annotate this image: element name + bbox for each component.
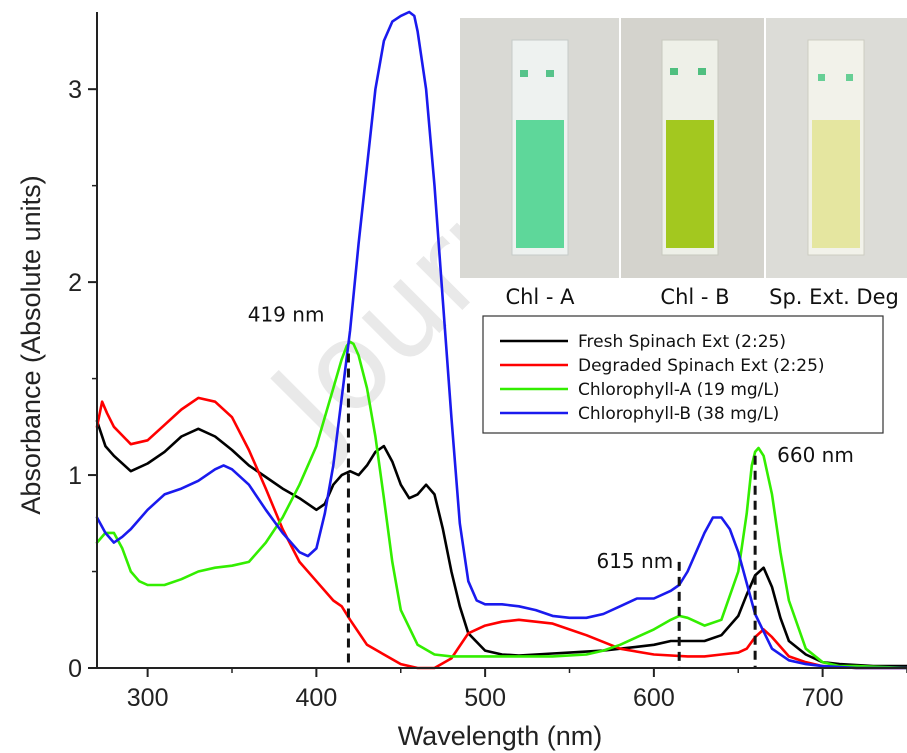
inset-photos: Chl - A Chl - B Sp. Ext. Deg — [460, 18, 907, 309]
legend-label-fresh: Fresh Spinach Ext (2:25) — [578, 332, 786, 352]
y-tick-label: 2 — [68, 269, 82, 297]
series-line-1 — [95, 419, 907, 668]
legend-label-degraded: Degraded Spinach Ext (2:25) — [578, 356, 825, 376]
y-ticks: 0 1 2 3 — [68, 76, 97, 683]
cuvette-chl-b — [661, 39, 719, 256]
y-tick-label: 0 — [68, 655, 82, 683]
annotation-label-3: 660 nm — [777, 443, 854, 467]
x-tick-label: 600 — [633, 684, 675, 712]
inset-caption-chl-a: Chl - A — [505, 285, 575, 309]
y-tick-label: 1 — [68, 462, 82, 490]
cuvette-chl-a — [511, 39, 569, 256]
annotation-label-2: 615 nm — [596, 549, 673, 573]
x-axis-title: Wavelength (nm) — [398, 721, 603, 751]
x-tick-label: 500 — [464, 684, 506, 712]
x-tick-label: 300 — [127, 684, 169, 712]
x-tick-label: 700 — [802, 684, 844, 712]
y-tick-label: 3 — [68, 76, 82, 104]
cuvette-sp-ext-deg — [807, 39, 865, 256]
annotation-label-1: 419 nm — [248, 303, 325, 327]
legend: Fresh Spinach Ext (2:25) Degraded Spinac… — [482, 315, 884, 434]
inset-caption-sp-ext-deg: Sp. Ext. Deg — [769, 285, 899, 309]
legend-label-chl-b: Chlorophyll-B (38 mg/L) — [578, 404, 779, 424]
series-line-3 — [95, 340, 907, 670]
legend-label-chl-a: Chlorophyll-A (19 mg/L) — [578, 380, 780, 400]
x-tick-label: 400 — [296, 684, 338, 712]
series-line-4 — [95, 10, 907, 670]
annotation-layer: 419 nm 615 nm 660 nm — [248, 303, 854, 668]
y-axis-title: Absorbance (Absolute units) — [16, 175, 46, 514]
x-ticks: 300 400 500 600 700 — [127, 668, 907, 712]
inset-caption-chl-b: Chl - B — [660, 285, 729, 309]
